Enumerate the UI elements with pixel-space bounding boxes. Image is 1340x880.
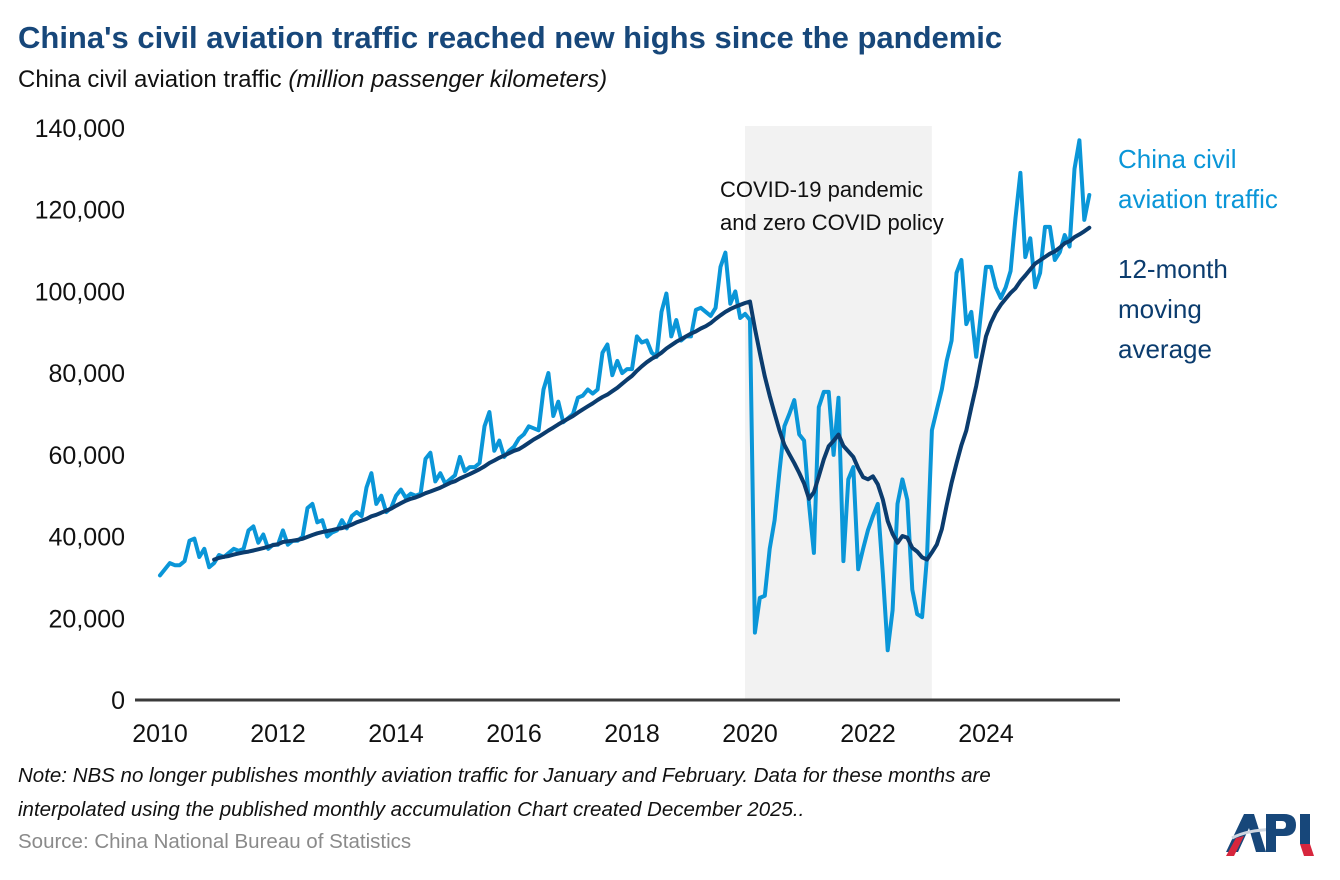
- x-tick-label: 2020: [722, 720, 778, 748]
- y-tick-label: 140,000: [35, 115, 125, 143]
- y-tick-labels: 0 20,000 40,000 60,000 80,000 100,000 120,000 1…: [35, 115, 125, 715]
- legend-traffic-line2: aviation traffic: [1118, 184, 1278, 214]
- x-tick-label: 2018: [604, 720, 660, 748]
- covid-annotation-line1: COVID-19 pandemic: [720, 177, 923, 202]
- y-tick-label: 120,000: [35, 197, 125, 225]
- legend-ma-line2: moving: [1118, 294, 1202, 324]
- subtitle-unit: (million passenger kilometers): [288, 66, 608, 93]
- api-logo: [1222, 808, 1322, 858]
- x-tick-labels: 2010 2012 2014 2016 2018 2020 2022 2024: [132, 720, 1014, 748]
- chart-title: China's civil aviation traffic reached n…: [18, 20, 1003, 55]
- footnote-line1: Note: NBS no longer publishes monthly av…: [18, 764, 991, 787]
- subtitle-text: China civil aviation traffic: [18, 66, 282, 93]
- x-tick-label: 2012: [250, 720, 306, 748]
- x-tick-label: 2016: [486, 720, 542, 748]
- legend-ma-line3: average: [1118, 334, 1212, 364]
- y-tick-label: 60,000: [49, 442, 125, 470]
- covid-annotation-line2: and zero COVID policy: [720, 210, 944, 235]
- x-tick-label: 2010: [132, 720, 188, 748]
- x-tick-label: 2024: [958, 720, 1014, 748]
- legend-traffic-line1: China civil: [1118, 144, 1237, 174]
- source-text: Source: China National Bureau of Statist…: [18, 830, 412, 853]
- x-tick-label: 2014: [368, 720, 424, 748]
- y-tick-label: 20,000: [49, 605, 125, 633]
- y-tick-label: 100,000: [35, 278, 125, 306]
- x-tick-label: 2022: [840, 720, 896, 748]
- legend-ma-line1: 12-month: [1118, 254, 1228, 284]
- series-line-moving-average: [212, 225, 1092, 562]
- y-tick-label: 0: [111, 687, 125, 715]
- y-tick-label: 80,000: [49, 360, 125, 388]
- chart-subtitle: China civil aviation traffic (million pa…: [18, 66, 607, 94]
- api-logo-icon: [1226, 814, 1314, 856]
- y-tick-label: 40,000: [49, 524, 125, 552]
- series-line-traffic: [158, 138, 1092, 653]
- footnote-line2: interpolated using the published monthly…: [18, 798, 805, 821]
